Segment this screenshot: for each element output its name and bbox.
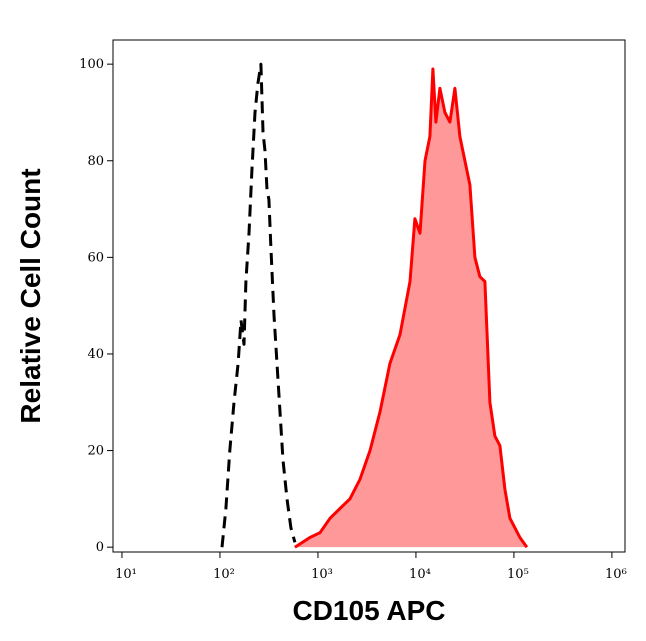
y-tick-label: 80 — [87, 154, 104, 169]
y-axis-title: Relative Cell Count — [15, 168, 46, 423]
x-tick-label: 10³ — [311, 567, 333, 582]
y-tick-label: 20 — [87, 444, 104, 459]
plot-frame — [112, 39, 626, 553]
area — [294, 69, 527, 548]
x-axis-title: CD105 APC — [292, 595, 445, 626]
y-tick-label: 40 — [87, 347, 104, 362]
y-tick-label: 100 — [79, 57, 104, 72]
y-tick-label: 60 — [87, 250, 104, 265]
x-tick-label: 10² — [213, 567, 235, 582]
series-line — [294, 67, 529, 549]
x-tick-label: 10⁴ — [409, 567, 431, 582]
series-line — [220, 62, 297, 548]
y-tick-label: 0 — [96, 540, 104, 555]
x-tick-label: 10⁶ — [605, 567, 627, 582]
x-tick-label: 10⁵ — [507, 567, 529, 582]
x-tick-label: 10¹ — [115, 567, 137, 582]
